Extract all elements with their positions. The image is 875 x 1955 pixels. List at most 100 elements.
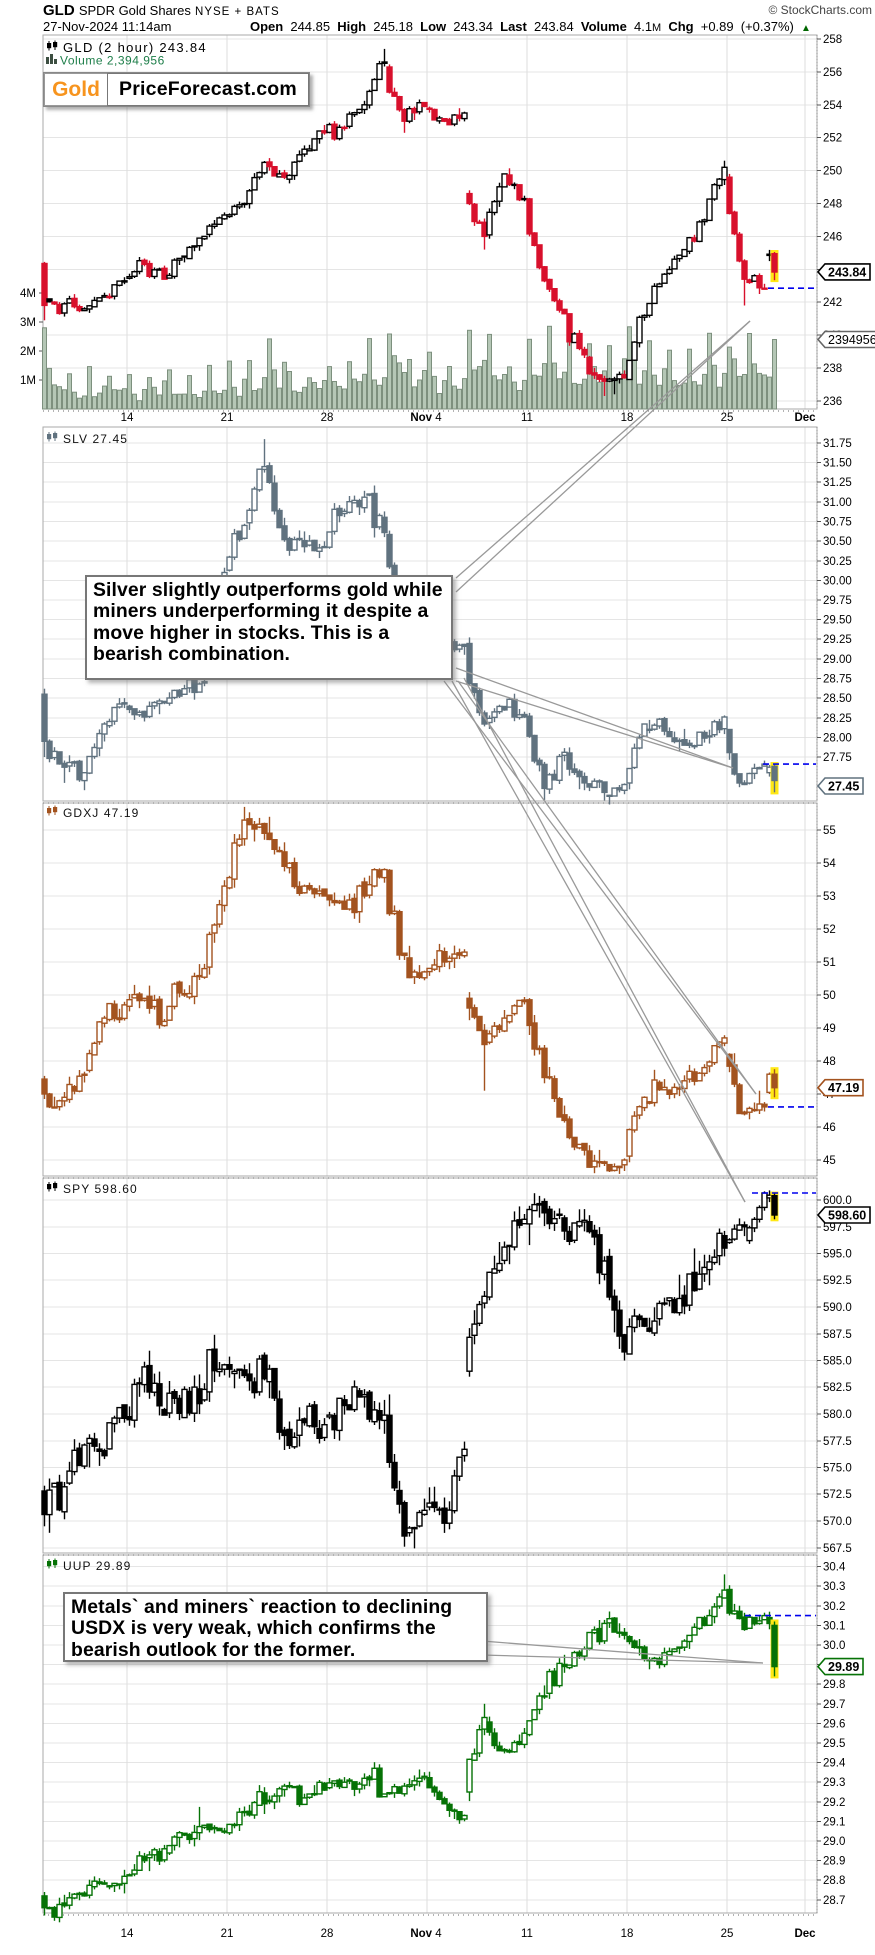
svg-text:30.75: 30.75	[823, 517, 852, 529]
svg-text:Dec: Dec	[794, 412, 816, 424]
svg-text:585.0: 585.0	[823, 1356, 852, 1368]
svg-text:54: 54	[823, 858, 836, 870]
svg-text:246: 246	[823, 231, 842, 243]
svg-text:28.8: 28.8	[823, 1875, 845, 1887]
svg-text:590.0: 590.0	[823, 1302, 852, 1314]
svg-text:52: 52	[823, 924, 836, 936]
svg-text:575.0: 575.0	[823, 1463, 852, 1475]
svg-text:50: 50	[823, 990, 836, 1002]
svg-text:49: 49	[823, 1023, 836, 1035]
svg-text:1M: 1M	[20, 375, 36, 387]
svg-text:25: 25	[721, 412, 734, 424]
svg-text:GLD (2 hour) 243.84: GLD (2 hour) 243.84	[63, 40, 207, 55]
svg-text:29.25: 29.25	[823, 634, 852, 646]
svg-text:51: 51	[823, 957, 836, 969]
svg-text:GDXJ 47.19: GDXJ 47.19	[63, 806, 139, 820]
svg-text:587.5: 587.5	[823, 1329, 852, 1341]
svg-text:252: 252	[823, 133, 842, 145]
svg-text:Volume 2,394,956: Volume 2,394,956	[60, 54, 165, 68]
svg-text:29.4: 29.4	[823, 1758, 846, 1770]
svg-text:14: 14	[121, 1928, 134, 1940]
svg-text:11: 11	[521, 1928, 533, 1940]
svg-text:28: 28	[321, 412, 334, 424]
svg-text:Dec: Dec	[794, 1928, 816, 1940]
svg-text:31.75: 31.75	[823, 438, 852, 450]
svg-text:30.2: 30.2	[823, 1601, 845, 1613]
svg-text:595.0: 595.0	[823, 1249, 852, 1261]
svg-text:28.7: 28.7	[823, 1895, 845, 1907]
svg-text:570.0: 570.0	[823, 1516, 852, 1528]
svg-text:238: 238	[823, 363, 842, 375]
svg-text:30.25: 30.25	[823, 556, 852, 568]
svg-text:29.5: 29.5	[823, 1738, 845, 1750]
svg-text:28.00: 28.00	[823, 732, 852, 744]
svg-text:28: 28	[321, 1928, 334, 1940]
svg-text:21: 21	[221, 412, 234, 424]
svg-text:25: 25	[721, 1928, 734, 1940]
svg-text:597.5: 597.5	[823, 1222, 852, 1234]
svg-text:29.6: 29.6	[823, 1718, 845, 1730]
svg-text:47.19: 47.19	[828, 1081, 859, 1095]
svg-text:30.50: 30.50	[823, 536, 852, 548]
svg-text:250: 250	[823, 166, 842, 178]
svg-text:28.50: 28.50	[823, 693, 852, 705]
svg-text:Nov 4: Nov 4	[410, 1928, 442, 1940]
svg-text:28.9: 28.9	[823, 1856, 845, 1868]
svg-text:30.4: 30.4	[823, 1562, 846, 1574]
svg-text:592.5: 592.5	[823, 1275, 852, 1287]
svg-text:3M: 3M	[20, 317, 36, 329]
svg-text:18: 18	[621, 412, 634, 424]
svg-text:236: 236	[823, 396, 842, 408]
svg-text:UUP 29.89: UUP 29.89	[63, 1559, 131, 1573]
svg-text:30.00: 30.00	[823, 575, 852, 587]
svg-text:45: 45	[823, 1155, 836, 1167]
svg-text:29.7: 29.7	[823, 1699, 845, 1711]
svg-text:30.3: 30.3	[823, 1581, 845, 1593]
svg-text:55: 55	[823, 825, 836, 837]
svg-text:582.5: 582.5	[823, 1382, 852, 1394]
svg-text:29.0: 29.0	[823, 1836, 845, 1848]
svg-text:21: 21	[221, 1928, 234, 1940]
svg-text:29.00: 29.00	[823, 654, 852, 666]
svg-text:256: 256	[823, 67, 842, 79]
svg-text:18: 18	[621, 1928, 634, 1940]
svg-text:SLV 27.45: SLV 27.45	[63, 432, 128, 446]
svg-text:4M: 4M	[20, 288, 36, 300]
svg-text:14: 14	[121, 412, 134, 424]
svg-text:53: 53	[823, 891, 836, 903]
svg-text:27.75: 27.75	[823, 752, 852, 764]
svg-text:31.00: 31.00	[823, 497, 852, 509]
svg-text:31.50: 31.50	[823, 458, 852, 470]
svg-text:48: 48	[823, 1056, 836, 1068]
svg-text:242: 242	[823, 297, 842, 309]
svg-text:27.45: 27.45	[828, 780, 859, 794]
svg-text:SPY 598.60: SPY 598.60	[63, 1182, 138, 1196]
svg-text:46: 46	[823, 1122, 836, 1134]
svg-text:30.1: 30.1	[823, 1620, 845, 1632]
svg-text:29.2: 29.2	[823, 1797, 845, 1809]
svg-text:29.89: 29.89	[828, 1660, 859, 1674]
svg-text:28.25: 28.25	[823, 713, 852, 725]
svg-text:29.1: 29.1	[823, 1816, 845, 1828]
svg-text:Nov 4: Nov 4	[410, 412, 442, 424]
svg-text:248: 248	[823, 199, 842, 211]
svg-text:31.25: 31.25	[823, 477, 852, 489]
svg-text:28.75: 28.75	[823, 674, 852, 686]
svg-text:258: 258	[823, 34, 842, 46]
svg-text:600.0: 600.0	[823, 1195, 852, 1207]
svg-text:29.50: 29.50	[823, 615, 852, 627]
svg-text:2M: 2M	[20, 346, 36, 358]
svg-text:11: 11	[521, 412, 533, 424]
svg-text:29.75: 29.75	[823, 595, 852, 607]
svg-text:29.8: 29.8	[823, 1679, 845, 1691]
svg-text:580.0: 580.0	[823, 1409, 852, 1421]
svg-text:577.5: 577.5	[823, 1436, 852, 1448]
svg-text:29.3: 29.3	[823, 1777, 845, 1789]
svg-text:2394956: 2394956	[828, 333, 875, 347]
svg-text:254: 254	[823, 100, 843, 112]
svg-text:243.84: 243.84	[828, 265, 866, 279]
svg-text:567.5: 567.5	[823, 1543, 852, 1555]
svg-text:598.60: 598.60	[828, 1209, 866, 1223]
svg-text:30.0: 30.0	[823, 1640, 845, 1652]
svg-text:572.5: 572.5	[823, 1489, 852, 1501]
